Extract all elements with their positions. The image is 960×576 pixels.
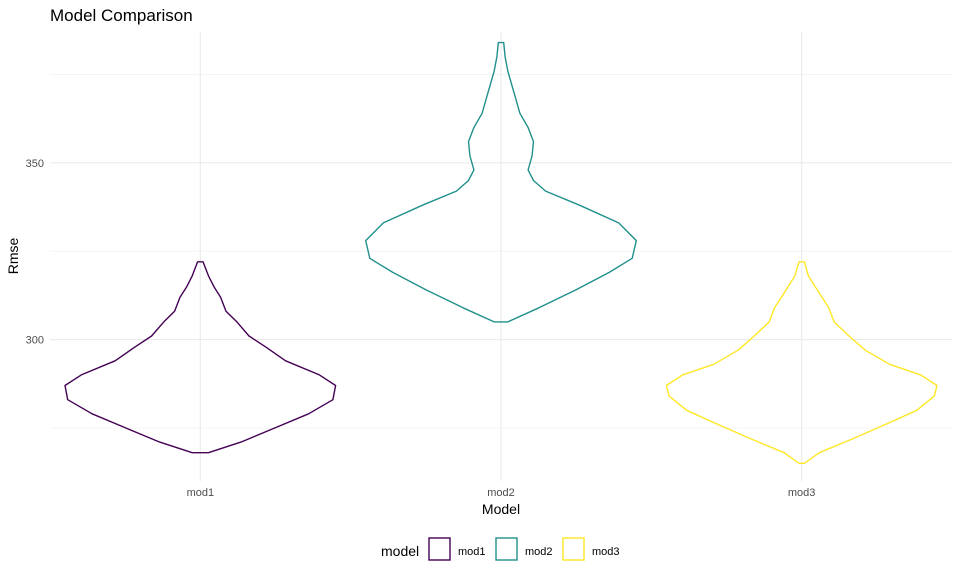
legend: model mod1 mod2 mod3 xyxy=(381,537,620,561)
x-tick-label: mod2 xyxy=(487,487,515,499)
y-tick-label: 300 xyxy=(26,335,44,347)
legend-key-mod2 xyxy=(495,537,518,561)
x-axis-title: Model xyxy=(482,501,520,517)
legend-key-mod1 xyxy=(428,537,451,561)
violin-mod2 xyxy=(365,41,637,323)
violin-mod3 xyxy=(665,261,938,464)
chart-title: Model Comparison xyxy=(50,6,193,25)
y-tick-label: 350 xyxy=(26,158,44,170)
violins xyxy=(64,41,938,464)
y-axis-title: Rmse xyxy=(5,238,21,275)
x-tick-label: mod1 xyxy=(187,487,215,499)
x-tick-label: mod3 xyxy=(788,487,816,499)
legend-label-mod1: mod1 xyxy=(458,546,486,558)
y-axis-ticks: 300 350 xyxy=(26,158,44,347)
legend-title: model xyxy=(381,543,419,559)
violin-mod1 xyxy=(64,261,337,454)
legend-label-mod2: mod2 xyxy=(525,546,553,558)
legend-label-mod3: mod3 xyxy=(592,546,620,558)
grid-lines xyxy=(50,32,952,481)
legend-key-mod3 xyxy=(562,537,585,561)
x-axis-ticks: mod1 mod2 mod3 xyxy=(187,487,816,499)
